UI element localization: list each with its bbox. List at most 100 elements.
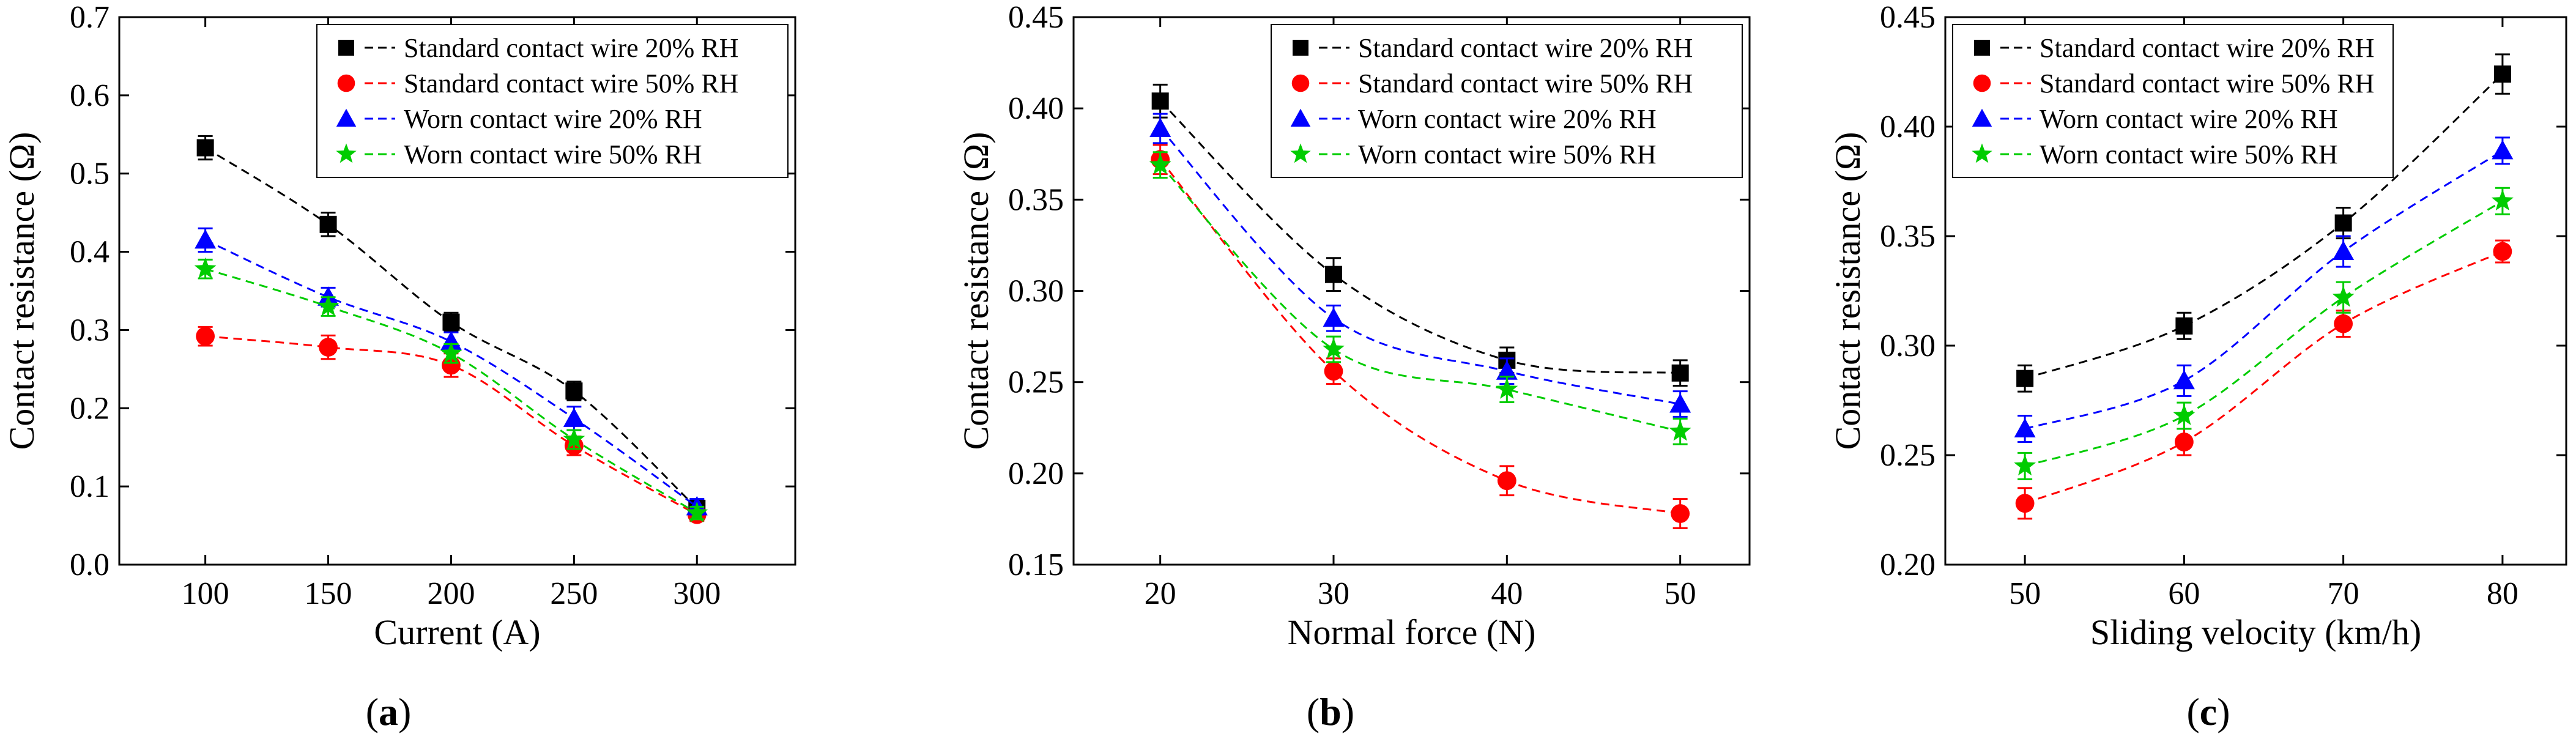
triangle-marker <box>1290 108 1311 127</box>
data-point <box>2334 314 2353 333</box>
caption-paren: ) <box>398 690 411 733</box>
legend-box <box>316 24 789 178</box>
caption-paren: ( <box>366 690 379 733</box>
x-tick-label: 40 <box>1491 576 1523 611</box>
legend-label: Worn contact wire 20% RH <box>1358 104 1657 134</box>
legend-label: Standard contact wire 20% RH <box>2040 33 2374 63</box>
caption-paren: ( <box>1307 690 1320 733</box>
caption-letter: b <box>1320 690 1342 733</box>
x-tick-label: 50 <box>2009 576 2041 611</box>
circle-marker <box>1291 74 1310 92</box>
x-tick-label: 80 <box>2487 576 2518 611</box>
series-3 <box>1149 113 1691 418</box>
series-2 <box>1151 144 1690 529</box>
y-axis-title: Contact resistance (Ω) <box>956 132 996 450</box>
star-marker <box>1972 143 1992 163</box>
series-line <box>205 268 698 514</box>
y-tick-label: 0.45 <box>1880 0 1936 35</box>
data-point <box>2173 404 2196 425</box>
data-point <box>565 382 583 400</box>
y-tick-label: 0.3 <box>70 313 109 347</box>
data-point <box>2491 189 2514 210</box>
circle-marker <box>1973 74 1991 92</box>
caption-letter: c <box>2200 690 2217 733</box>
data-point <box>1323 338 1345 359</box>
data-point <box>2492 139 2514 160</box>
data-point <box>1151 92 1169 110</box>
data-point <box>563 428 585 449</box>
triangle-marker <box>336 108 357 127</box>
data-point <box>2493 242 2512 261</box>
y-tick-label: 0.2 <box>70 391 109 426</box>
y-tick-label: 0.20 <box>1880 548 1936 582</box>
y-tick-label: 0.40 <box>1008 91 1064 126</box>
plot-frame <box>1944 16 2567 566</box>
data-point <box>195 229 217 249</box>
legend-box <box>1952 24 2394 178</box>
x-tick-label: 60 <box>2168 576 2200 611</box>
x-tick-label: 250 <box>550 576 598 611</box>
data-point <box>2175 317 2193 335</box>
data-point <box>1497 471 1516 491</box>
series-3 <box>2014 136 2514 444</box>
data-point <box>1325 266 1342 283</box>
x-tick-label: 100 <box>182 576 229 611</box>
y-tick-label: 0.30 <box>1880 329 1936 363</box>
data-point <box>440 341 462 363</box>
series-1 <box>2016 53 2511 393</box>
square-marker <box>338 40 354 56</box>
legend-label: Standard contact wire 50% RH <box>1358 69 1693 98</box>
legend: Standard contact wire 20% RH Standard con… <box>316 24 789 178</box>
data-point <box>2014 418 2036 438</box>
y-axis-title: Contact resistance (Ω) <box>2 132 42 450</box>
square-marker <box>1293 40 1308 56</box>
y-axis-title: Contact resistance (Ω) <box>1828 132 1868 450</box>
panel-caption: (b) <box>1307 690 1354 733</box>
legend-box <box>1271 24 1743 178</box>
data-point <box>1496 360 1518 380</box>
y-tick-label: 0.30 <box>1008 274 1064 309</box>
y-tick-label: 0.25 <box>1880 438 1936 473</box>
x-axis-title: Normal force (N) <box>1288 612 1536 652</box>
legend-label: Worn contact wire 20% RH <box>2040 104 2338 134</box>
series-2 <box>2015 239 2512 520</box>
legend: Standard contact wire 20% RH Standard con… <box>1952 24 2394 178</box>
legend: Standard contact wire 20% RH Standard con… <box>1271 24 1743 178</box>
series-4 <box>1149 151 1691 445</box>
caption-letter: a <box>379 690 398 733</box>
panel-a: 0.0 0.1 0.2 0.3 0.4 0.5 0.6 0.7 100 150 200 250 300 C… <box>2 0 796 733</box>
series-line <box>2024 250 2503 505</box>
data-point <box>319 338 338 357</box>
y-tick-label: 0.7 <box>70 0 109 35</box>
data-point <box>1323 307 1345 327</box>
legend-label: Worn contact wire 50% RH <box>2040 139 2338 169</box>
data-point <box>196 327 215 346</box>
series-line <box>1159 100 1680 374</box>
data-point <box>442 313 460 331</box>
data-point <box>317 295 340 316</box>
data-point <box>1324 362 1343 381</box>
series-line <box>2024 150 2503 430</box>
data-point <box>1149 153 1171 174</box>
y-tick-label: 0.35 <box>1880 219 1936 254</box>
data-point <box>2016 370 2034 387</box>
series-line <box>2024 200 2503 467</box>
data-point <box>2174 433 2194 451</box>
data-point <box>563 407 585 427</box>
legend-label: Standard contact wire 50% RH <box>2040 69 2374 98</box>
x-tick-label: 70 <box>2328 576 2359 611</box>
data-point <box>1496 377 1518 399</box>
y-tick-label: 0.1 <box>70 469 109 504</box>
y-tick-label: 0.20 <box>1008 456 1064 491</box>
caption-paren: ) <box>2217 690 2230 733</box>
data-point <box>1671 364 1689 382</box>
x-tick-label: 200 <box>427 576 475 611</box>
data-point <box>1149 117 1171 137</box>
triangle-marker <box>1972 108 1992 127</box>
y-tick-label: 0.4 <box>70 235 109 270</box>
data-point <box>2015 494 2035 513</box>
x-tick-label: 150 <box>305 576 352 611</box>
y-tick-label: 0.6 <box>70 78 109 113</box>
circle-marker <box>337 74 355 92</box>
plot-frame <box>118 16 796 566</box>
